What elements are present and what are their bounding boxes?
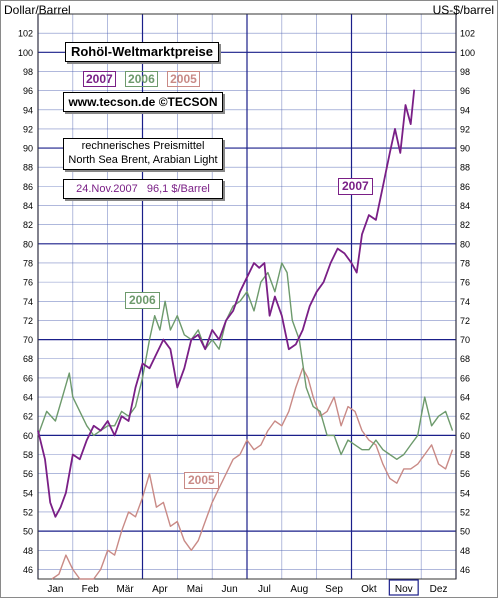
x-tick-label: Nov: [395, 584, 413, 595]
x-tick-label: Okt: [361, 584, 377, 595]
description-box: rechnerisches Preismittel North Sea Bren…: [63, 138, 223, 170]
y-tick-left: 102: [18, 29, 33, 39]
x-tick-label: Mai: [187, 584, 203, 595]
y-tick-right: 74: [460, 297, 470, 307]
y-tick-left: 94: [23, 105, 33, 115]
y-tick-left: 98: [23, 67, 33, 77]
series-label-2007: 2007: [338, 178, 373, 195]
y-tick-right: 76: [460, 278, 470, 288]
legend-2007: 2007: [83, 71, 116, 87]
y-tick-right: 54: [460, 488, 470, 498]
y-tick-left: 76: [23, 278, 33, 288]
y-tick-left: 78: [23, 258, 33, 268]
y-tick-left: 58: [23, 450, 33, 460]
y-tick-left: 74: [23, 297, 33, 307]
y-tick-right: 92: [460, 124, 470, 134]
y-tick-left: 48: [23, 546, 33, 556]
y-tick-left: 52: [23, 507, 33, 517]
y-tick-left: 70: [23, 335, 33, 345]
y-tick-left: 68: [23, 354, 33, 364]
y-tick-right: 62: [460, 412, 470, 422]
series-line-2007: [37, 89, 416, 518]
y-tick-right: 96: [460, 86, 470, 96]
y-tick-right: 56: [460, 469, 470, 479]
y-tick-left: 72: [23, 316, 33, 326]
x-tick-label: Dez: [430, 584, 448, 595]
y-tick-left: 50: [23, 527, 33, 537]
y-tick-left: 64: [23, 393, 33, 403]
y-tick-right: 88: [460, 163, 470, 173]
y-tick-right: 48: [460, 546, 470, 556]
y-tick-right: 70: [460, 335, 470, 345]
y-tick-left: 82: [23, 220, 33, 230]
y-tick-left: 46: [23, 565, 33, 575]
y-tick-right: 80: [460, 239, 470, 249]
series-label-2005: 2005: [184, 472, 219, 489]
y-tick-right: 58: [460, 450, 470, 460]
y-tick-right: 72: [460, 316, 470, 326]
y-tick-right: 86: [460, 182, 470, 192]
y-tick-right: 84: [460, 201, 470, 211]
website-label: www.tecson.de ©TECSON: [63, 92, 223, 112]
x-tick-label: Aug: [290, 584, 308, 595]
y-tick-right: 68: [460, 354, 470, 364]
y-tick-right: 46: [460, 565, 470, 575]
y-tick-right: 90: [460, 144, 470, 154]
x-tick-label: Sep: [325, 584, 343, 595]
x-tick-label: Jun: [222, 584, 238, 595]
y-tick-left: 84: [23, 201, 33, 211]
y-tick-right: 102: [460, 29, 475, 39]
series-label-2006: 2006: [125, 292, 160, 309]
y-tick-left: 62: [23, 412, 33, 422]
y-tick-right: 52: [460, 507, 470, 517]
y-tick-left: 80: [23, 239, 33, 249]
chart-title: Rohöl-Weltmarktpreise: [65, 42, 219, 62]
y-tick-right: 60: [460, 431, 470, 441]
description-line-1: rechnerisches Preismittel: [81, 140, 205, 152]
y-tick-left: 100: [18, 48, 33, 58]
series-line-2006: [37, 262, 454, 460]
x-tick-label: Jan: [47, 584, 63, 595]
legend-2005: 2005: [167, 71, 200, 87]
y-tick-right: 98: [460, 67, 470, 77]
y-tick-right: 78: [460, 258, 470, 268]
legend-2006: 2006: [125, 71, 158, 87]
y-tick-left: 66: [23, 373, 33, 383]
plot-border: [37, 13, 457, 580]
y-tick-left: 56: [23, 469, 33, 479]
y-tick-left: 54: [23, 488, 33, 498]
y-tick-left: 92: [23, 124, 33, 134]
y-tick-right: 50: [460, 527, 470, 537]
x-tick-label: Mär: [116, 584, 134, 595]
x-tick-label: Feb: [82, 584, 100, 595]
series-line-2005: [51, 367, 454, 580]
y-tick-left: 88: [23, 163, 33, 173]
y-tick-right: 64: [460, 393, 470, 403]
current-date: 24.Nov.2007: [76, 183, 138, 195]
x-tick-label: Apr: [152, 584, 168, 595]
current-price-box: 24.Nov.2007 96,1 $/Barrel: [63, 179, 223, 199]
current-price: 96,1 $/Barrel: [146, 183, 210, 195]
y-tick-left: 86: [23, 182, 33, 192]
description-line-2: North Sea Brent, Arabian Light: [68, 154, 218, 166]
y-tick-right: 100: [460, 48, 475, 58]
x-tick-label: Jul: [258, 584, 271, 595]
x-tick-highlight: [388, 579, 419, 596]
y-tick-right: 94: [460, 105, 470, 115]
y-tick-left: 60: [23, 431, 33, 441]
y-tick-left: 90: [23, 144, 33, 154]
y-tick-left: 96: [23, 86, 33, 96]
y-tick-right: 66: [460, 373, 470, 383]
y-tick-right: 82: [460, 220, 470, 230]
legend: 2007 2006 2005: [83, 71, 206, 87]
